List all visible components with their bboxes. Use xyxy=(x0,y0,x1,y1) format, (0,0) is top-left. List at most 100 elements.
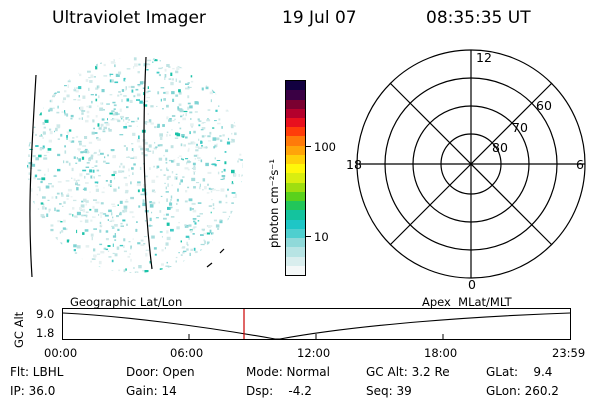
speckle-pixel xyxy=(57,84,59,87)
speckle-pixel xyxy=(166,198,168,202)
speckle-pixel xyxy=(123,269,126,273)
speckle-pixel xyxy=(136,183,141,187)
speckle-pixel xyxy=(101,191,105,194)
speckle-pixel xyxy=(244,56,247,59)
image-edge-line-center xyxy=(143,56,153,270)
speckle-pixel xyxy=(192,209,197,213)
speckle-pixel xyxy=(140,193,144,196)
speckle-pixel xyxy=(220,267,225,270)
speckle-pixel xyxy=(193,247,196,251)
speckle-pixel xyxy=(166,268,169,272)
gc-alt-curve xyxy=(62,312,571,340)
speckle-pixel xyxy=(219,135,222,137)
speckle-pixel xyxy=(154,126,157,129)
speckle-pixel xyxy=(91,236,93,241)
speckle-pixel xyxy=(61,282,64,284)
speckle-pixel xyxy=(217,227,220,230)
speckle-pixel xyxy=(216,80,221,82)
speckle-pixel xyxy=(199,183,201,187)
speckle-pixel xyxy=(37,112,42,116)
speckle-pixel xyxy=(59,81,63,84)
speckle-pixel xyxy=(120,162,123,166)
speckle-pixel xyxy=(66,194,70,197)
speckle-pixel xyxy=(170,228,174,232)
timeline-frame xyxy=(62,308,571,340)
speckle-pixel xyxy=(165,191,169,193)
speckle-pixel xyxy=(220,139,223,142)
image-edge-tick-2 xyxy=(219,248,225,254)
speckle-pixel xyxy=(140,239,144,242)
speckle-pixel xyxy=(49,99,53,103)
speckle-pixel xyxy=(89,169,93,173)
speckle-pixel xyxy=(197,202,202,204)
speckle-pixel xyxy=(62,205,64,207)
speckle-pixel xyxy=(159,144,163,147)
speckle-pixel xyxy=(120,115,124,119)
speckle-pixel xyxy=(96,137,99,140)
speckle-pixel xyxy=(66,260,69,264)
speckle-pixel xyxy=(185,63,188,67)
speckle-pixel xyxy=(238,73,241,77)
speckle-pixel xyxy=(181,134,185,138)
speckle-pixel xyxy=(231,169,235,174)
speckle-pixel xyxy=(61,111,64,113)
speckle-pixel xyxy=(220,242,224,245)
speckle-pixel xyxy=(171,78,174,81)
speckle-pixel xyxy=(22,212,24,214)
speckle-pixel xyxy=(41,73,45,76)
mlat-label-60: 60 xyxy=(536,98,552,113)
speckle-pixel xyxy=(55,85,59,88)
speckle-pixel xyxy=(128,85,133,88)
colorbar-band xyxy=(286,154,305,165)
speckle-pixel xyxy=(231,124,234,129)
speckle-pixel xyxy=(100,152,104,155)
speckle-pixel xyxy=(187,186,190,189)
speckle-pixel xyxy=(191,125,193,128)
colorbar-tick-10 xyxy=(306,236,311,237)
speckle-pixel xyxy=(143,285,145,286)
speckle-pixel xyxy=(125,118,128,120)
speckle-pixel xyxy=(96,253,101,255)
speckle-pixel xyxy=(38,217,41,220)
speckle-pixel xyxy=(27,75,29,78)
speckle-pixel xyxy=(119,200,123,204)
speckle-pixel xyxy=(180,114,182,117)
speckle-pixel xyxy=(245,208,249,210)
speckle-pixel xyxy=(145,148,149,151)
speckle-pixel xyxy=(23,114,26,116)
speckle-pixel xyxy=(230,271,232,273)
speckle-pixel xyxy=(58,256,60,259)
speckle-pixel xyxy=(192,218,197,220)
speckle-pixel xyxy=(166,176,169,180)
speckle-pixel xyxy=(206,119,211,122)
speckle-pixel xyxy=(222,134,225,137)
speckle-pixel xyxy=(158,67,162,70)
speckle-pixel xyxy=(73,199,77,202)
status-gc-alt: GC Alt: 3.2 Re xyxy=(366,365,450,379)
speckle-pixel xyxy=(83,150,86,153)
speckle-pixel xyxy=(153,165,155,168)
speckle-pixel xyxy=(159,210,162,213)
speckle-pixel xyxy=(227,137,230,141)
colorbar-band xyxy=(286,265,305,275)
image-edge-tick-1 xyxy=(206,262,213,268)
speckle-pixel xyxy=(100,202,104,205)
speckle-pixel xyxy=(161,263,164,266)
speckle-pixel xyxy=(224,88,227,91)
speckle-pixel xyxy=(120,57,125,58)
speckle-pixel xyxy=(239,97,241,100)
speckle-pixel xyxy=(166,261,168,264)
speckle-pixel xyxy=(224,265,228,269)
speckle-pixel xyxy=(56,209,60,212)
speckle-pixel xyxy=(99,107,104,111)
speckle-pixel xyxy=(78,140,82,143)
speckle-pixel xyxy=(165,91,169,95)
speckle-pixel xyxy=(188,224,192,227)
speckle-pixel xyxy=(201,228,205,231)
speckle-pixel xyxy=(185,136,188,139)
speckle-pixel xyxy=(49,107,53,112)
speckle-pixel xyxy=(24,64,27,65)
speckle-pixel xyxy=(78,86,82,90)
speckle-pixel xyxy=(53,92,57,94)
speckle-pixel xyxy=(85,166,90,168)
